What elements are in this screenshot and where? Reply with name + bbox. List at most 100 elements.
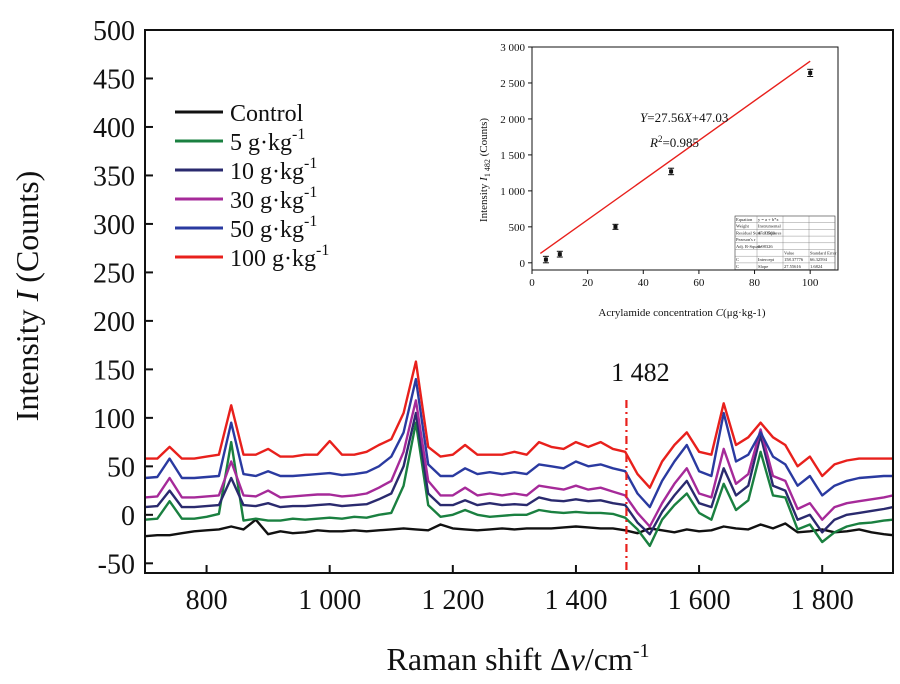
x-axis-title-unit: /cm: [585, 641, 633, 677]
main-axis-ticks: 800 1 000 1 200 1 400 1 600 1 800-50050100150…: [93, 16, 854, 616]
inset-y-tick-label: 0: [520, 258, 526, 270]
legend-label: 30 g·kg-1: [230, 184, 317, 214]
inset-x-axis-title: Acrylamide concentration C(μg·kg-1): [598, 307, 766, 319]
inset-equation: Y=27.56X+47.03: [640, 110, 728, 125]
inset-y-axis-title-var: I: [478, 176, 490, 182]
legend-label-sup: -1: [304, 213, 317, 230]
y-axis-title: Intensity I (Counts): [9, 171, 45, 422]
stats-table-cell: 27.55616: [784, 264, 802, 269]
legend-label-main: 50 g·kg: [230, 217, 304, 243]
inset-r2-r: R: [649, 135, 658, 150]
legend-label-main: 5 g·kg: [230, 130, 292, 156]
inset-y-axis-title: Intensity I1 482 (Counts): [478, 118, 492, 223]
stats-table-cell: Value: [784, 251, 794, 256]
stats-table-cell: Weight: [736, 224, 750, 229]
inset-x-tick-label: 80: [749, 277, 761, 289]
stats-table-cell: Equation: [736, 217, 753, 222]
x-axis-title-sup: -1: [633, 640, 650, 662]
inset-data-point: [613, 224, 618, 229]
inset-x-tick-label: 100: [802, 277, 819, 289]
legend-label-sup: -1: [316, 242, 329, 259]
legend-label-main: 10 g·kg: [230, 159, 304, 185]
y-tick-label: 0: [121, 501, 135, 532]
y-axis-title-suffix: (Counts): [9, 171, 45, 291]
y-tick-label: 300: [93, 210, 135, 241]
legend-label-sup: -1: [292, 126, 305, 143]
y-tick-label: 500: [93, 16, 135, 47]
stats-table-cell: 47.03569: [758, 230, 776, 235]
y-tick-label: 350: [93, 161, 135, 192]
legend-label-main: 100 g·kg: [230, 246, 316, 272]
y-tick-label: 400: [93, 113, 135, 144]
y-axis-title-var: I: [9, 289, 45, 302]
inset-data-point: [808, 70, 813, 75]
inset-y-tick-label: 2 500: [500, 78, 525, 90]
series-line-0: [144, 518, 894, 538]
legend-label-main: Control: [230, 101, 304, 127]
inset-fit-line: [539, 60, 811, 255]
y-tick-label: 50: [107, 452, 135, 483]
inset-x-axis-title-prefix: Acrylamide concentration: [598, 307, 715, 319]
y-axis-title-prefix: Intensity: [9, 301, 45, 421]
inset-equation-tail: +47.03: [692, 110, 729, 125]
x-tick-label: 1 200: [421, 585, 484, 616]
series-lines: [144, 360, 894, 548]
x-tick-label: 800: [186, 585, 228, 616]
y-tick-label: 250: [93, 258, 135, 289]
legend-label: Control: [230, 101, 304, 127]
stats-table-cell: Adj. R-Square: [736, 244, 762, 249]
x-axis-title: Raman shift Δv/cm-1: [387, 640, 650, 677]
inset-data-point: [557, 252, 562, 257]
stats-table-cell: 66.32594: [810, 257, 828, 262]
inset-data-points: [542, 68, 814, 264]
series-line-5: [145, 360, 893, 489]
stats-table-cell: y = a + b*x: [758, 217, 779, 222]
legend-label: 100 g·kg-1: [230, 242, 329, 272]
stats-table-cell: 158.37776: [784, 257, 804, 262]
annotation-label: 1 482: [611, 358, 670, 387]
legend-label: 5 g·kg-1: [230, 126, 305, 156]
stats-table-cell: 0.98326: [758, 244, 773, 249]
y-tick-label: -50: [98, 549, 135, 580]
legend-label-sup: -1: [304, 155, 317, 172]
inset-y-axis-title-sub: 1 482: [483, 159, 492, 177]
legend-label: 50 g·kg-1: [230, 213, 317, 243]
inset-x-axis-title-var: C: [716, 307, 724, 319]
inset-stats-table: Equation y = a + b*x Weight InstrumentalRes…: [734, 215, 837, 270]
stats-table-cell: Standard Error: [810, 251, 837, 256]
inset-equation-y: Y: [640, 110, 649, 125]
inset-equation-slope: =27.56: [647, 110, 684, 125]
legend-label-sup: -1: [304, 184, 317, 201]
stats-table-cell: Pearson's r: [736, 237, 756, 242]
series-line-1: [144, 421, 894, 548]
legend-label: 10 g·kg-1: [230, 155, 317, 185]
stats-table-cell: Intercept: [758, 257, 775, 262]
x-tick-label: 1 600: [668, 585, 731, 616]
stats-table-cell: 1.6824: [810, 264, 823, 269]
inset-data-point: [543, 257, 548, 262]
inset-equation-x: X: [683, 110, 693, 125]
inset-r2: R2=0.985: [649, 134, 699, 150]
inset-plot-frame: [531, 46, 839, 271]
stats-table-cell: Instrumental: [758, 224, 781, 229]
x-tick-label: 1 400: [544, 585, 607, 616]
series-line-2: [144, 411, 894, 536]
inset-y-axis-title-prefix: Intensity: [478, 181, 490, 222]
x-axis-title-prefix: Raman shift Δ: [387, 641, 571, 677]
inset-x-tick-label: 0: [529, 277, 535, 289]
stats-table-cell: Residual Sum of Squares: [736, 230, 782, 235]
x-tick-label: 1 800: [791, 585, 854, 616]
inset-y-tick-label: 2 000: [500, 114, 525, 126]
inset-x-tick-label: 60: [693, 277, 705, 289]
x-axis-title-var: v: [571, 641, 586, 677]
y-tick-label: 100: [93, 404, 135, 435]
y-tick-label: 150: [93, 355, 135, 386]
stats-table-cell: C: [736, 257, 739, 262]
y-tick-label: 450: [93, 64, 135, 95]
stats-table-cell: C: [736, 264, 739, 269]
inset-r2-sup: 2: [658, 134, 663, 144]
series-line-3: [144, 399, 894, 528]
